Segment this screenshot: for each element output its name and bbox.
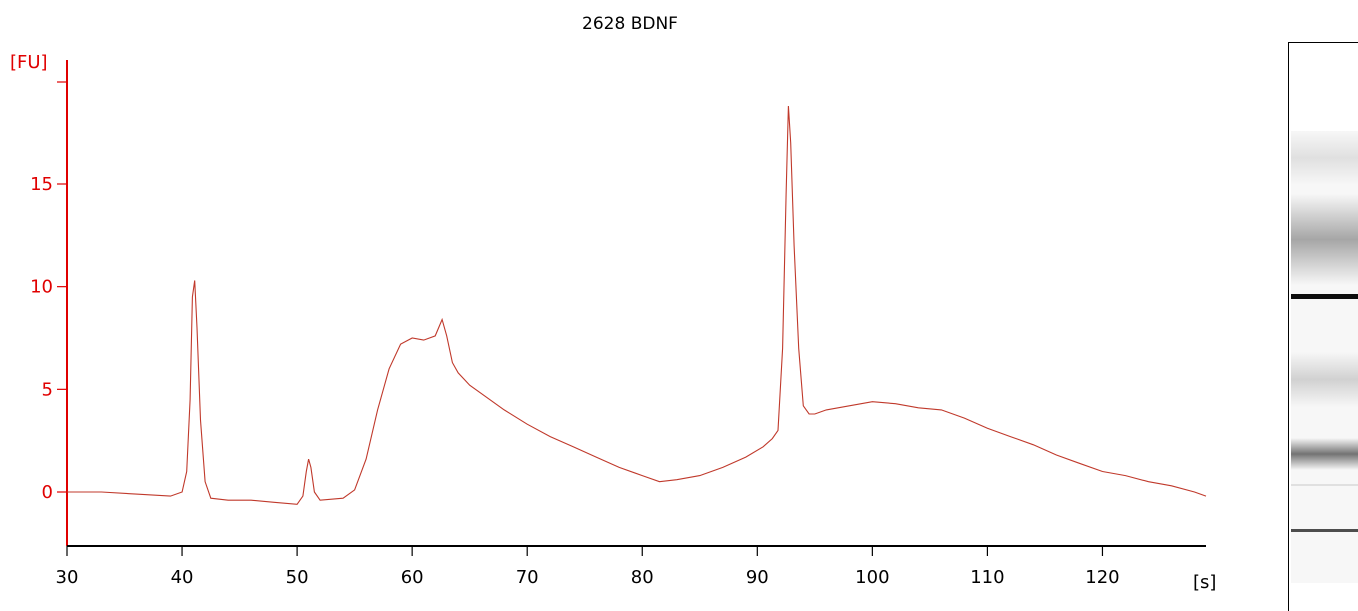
x-tick-label: 120 [1085, 567, 1119, 588]
y-tick-label: 5 [42, 379, 53, 400]
gel-band [1291, 528, 1358, 533]
fluorescence-trace [67, 105, 1207, 505]
x-tick-label: 90 [746, 567, 769, 588]
gel-band [1291, 438, 1358, 470]
chart-title: 2628 BDNF [582, 14, 678, 34]
ticks: 0 5 10 15 30 40 50 60 70 80 90 100 110 120 [30, 81, 1120, 588]
x-tick-label: 70 [516, 567, 539, 588]
x-tick-label: 110 [970, 567, 1004, 588]
y-tick-label: 0 [42, 482, 53, 503]
gel-image-panel [1288, 42, 1358, 611]
gel-band [1291, 131, 1358, 186]
gel-band [1291, 194, 1358, 285]
axes [66, 60, 1206, 547]
x-tick-label: 50 [286, 567, 309, 588]
y-axis-label: [FU] [10, 52, 48, 73]
x-tick-label: 60 [401, 567, 424, 588]
x-tick-label: 40 [171, 567, 194, 588]
gel-band [1291, 352, 1358, 407]
gel-band [1291, 293, 1358, 300]
x-tick-label: 100 [855, 567, 889, 588]
y-tick-label: 10 [30, 277, 53, 298]
x-tick-label: 30 [56, 567, 79, 588]
electropherogram-chart: 0 5 10 15 30 40 50 60 70 80 90 100 110 120 [FU] [s] [10, 52, 1216, 593]
y-tick-label: 15 [30, 174, 53, 195]
gel-band [1291, 483, 1358, 487]
gel-lane [1291, 131, 1358, 583]
x-tick-label: 80 [631, 567, 654, 588]
x-axis-label: [s] [1193, 572, 1216, 593]
